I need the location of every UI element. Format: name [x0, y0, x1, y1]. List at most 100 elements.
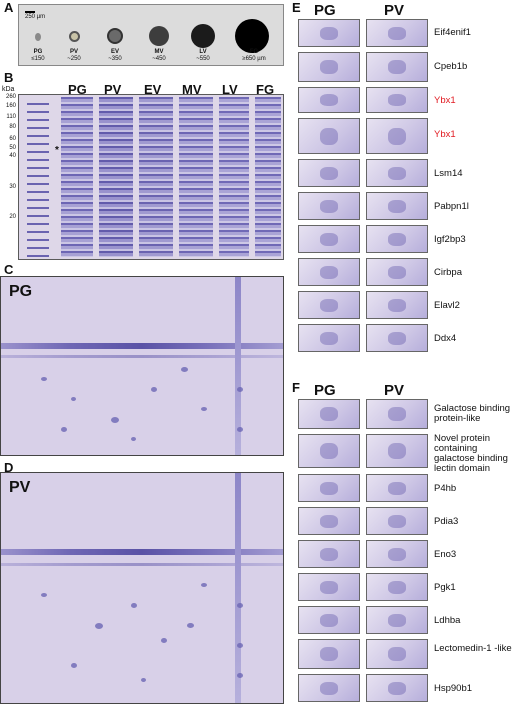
- tick-80: 80: [9, 124, 16, 130]
- panel-f-col-pg: PG: [314, 382, 336, 399]
- lane-label-pv: PV: [104, 82, 122, 97]
- spot-pg: [298, 52, 360, 82]
- oocyte-lv: [191, 24, 215, 48]
- row-label: Elavl2: [434, 300, 460, 311]
- spot-pv: [366, 573, 428, 601]
- spot-pv: [366, 87, 428, 113]
- spot-pv: [366, 540, 428, 568]
- gel-lane-pg: [61, 97, 93, 257]
- spot-pg: [298, 291, 360, 319]
- sds-gel: *: [18, 94, 284, 260]
- stage-name: PV: [69, 49, 78, 55]
- stage-name: FG: [249, 49, 259, 55]
- stage-name: MV: [154, 49, 164, 55]
- panel-e-col-pv: PV: [384, 2, 405, 19]
- stage-size: ~450: [152, 56, 166, 62]
- oocyte-fg: [235, 19, 269, 53]
- scale-bar: [25, 11, 35, 13]
- lane-label-lv: LV: [222, 82, 238, 97]
- spot-pg: [298, 474, 360, 502]
- tick-50: 50: [9, 145, 16, 151]
- row-label: Igf2bp3: [434, 234, 466, 245]
- spot-pg: [298, 639, 360, 669]
- row-label: P4hb: [434, 483, 457, 494]
- spot-pv: [366, 399, 428, 429]
- gel-2d-pv-title: PV: [9, 479, 31, 496]
- spot-pg: [298, 87, 360, 113]
- spot-pv: [366, 225, 428, 253]
- row-label: Lectomedin-1 -like: [434, 643, 512, 654]
- spot-pv: [366, 507, 428, 535]
- spot-pg: [298, 434, 360, 468]
- tick-20: 20: [9, 214, 16, 220]
- spot-pv: [366, 19, 428, 47]
- row-label-red: Ybx1: [434, 95, 456, 106]
- stage-size: ~250: [67, 56, 81, 62]
- vertical-streak: [235, 473, 241, 703]
- oocyte-pv: [69, 31, 80, 42]
- stage-name: EV: [110, 49, 119, 55]
- gel-lane-lv: [219, 97, 249, 257]
- panel-letter-f: F: [292, 380, 300, 395]
- spot-pg: [298, 225, 360, 253]
- spot-pv: [366, 159, 428, 187]
- row-label: Pdia3: [434, 516, 459, 527]
- spot-pg: [298, 399, 360, 429]
- spot-pg: [298, 324, 360, 352]
- stage-name: PG: [33, 49, 43, 55]
- kda-unit-label: kDa: [2, 86, 15, 93]
- stage-size: ~550: [196, 56, 210, 62]
- spot-pv: [366, 291, 428, 319]
- scale-label: 250 µm: [25, 14, 46, 20]
- oocyte-ev: [107, 28, 123, 44]
- tick-110: 110: [6, 114, 16, 120]
- gel-lane-pv: [99, 97, 133, 257]
- tick-30: 30: [9, 184, 16, 190]
- gel-2d-pg-title: PG: [9, 283, 33, 300]
- spot-pg: [298, 118, 360, 154]
- row-label: Ddx4: [434, 333, 457, 344]
- spot-pg: [298, 606, 360, 634]
- row-label: Galactose binding protein-like: [434, 403, 511, 424]
- stage-name: LV: [199, 49, 207, 55]
- spot-pg: [298, 540, 360, 568]
- panel-letter-c: C: [4, 262, 14, 277]
- lane-label-mv: MV: [182, 82, 202, 97]
- tick-260: 260: [5, 94, 16, 100]
- spot-pg: [298, 19, 360, 47]
- spot-pg: [298, 507, 360, 535]
- streak: [1, 549, 283, 555]
- row-label: Eno3: [434, 549, 457, 560]
- tick-60: 60: [9, 136, 16, 142]
- spot-pg: [298, 258, 360, 286]
- spot-pv: [366, 606, 428, 634]
- stage-size: ~350: [108, 56, 122, 62]
- spot-pv: [366, 118, 428, 154]
- row-label: Pgk1: [434, 582, 456, 593]
- spot-pv: [366, 192, 428, 220]
- panel-letter-d: D: [4, 460, 14, 475]
- row-label: Eif4enif1: [434, 27, 471, 38]
- stage-size: ≤150: [31, 56, 45, 62]
- spot-pv: [366, 674, 428, 702]
- panel-f-col-pv: PV: [384, 382, 405, 399]
- row-label: Lsm14: [434, 168, 463, 179]
- spot-pg: [298, 674, 360, 702]
- oocyte-mv: [149, 26, 169, 46]
- lane-label-ev: EV: [144, 82, 162, 97]
- spot-pv: [366, 474, 428, 502]
- lane-label-fg: FG: [256, 82, 275, 97]
- row-label: Pabpn1l: [434, 201, 469, 212]
- lane-label-pg: PG: [68, 82, 87, 97]
- spot-pv: [366, 324, 428, 352]
- spot-pv: [366, 434, 428, 468]
- marker-lane: [27, 97, 49, 257]
- row-label: Ldhba: [434, 615, 461, 626]
- row-label: Novel protein containing galactose bindi…: [434, 433, 508, 474]
- streak: [1, 343, 283, 349]
- asterisk-mark: *: [55, 145, 59, 156]
- vertical-streak: [235, 277, 241, 455]
- spot-pg: [298, 159, 360, 187]
- gel-lane-fg: [255, 97, 281, 257]
- panel-letter-b: B: [4, 70, 14, 85]
